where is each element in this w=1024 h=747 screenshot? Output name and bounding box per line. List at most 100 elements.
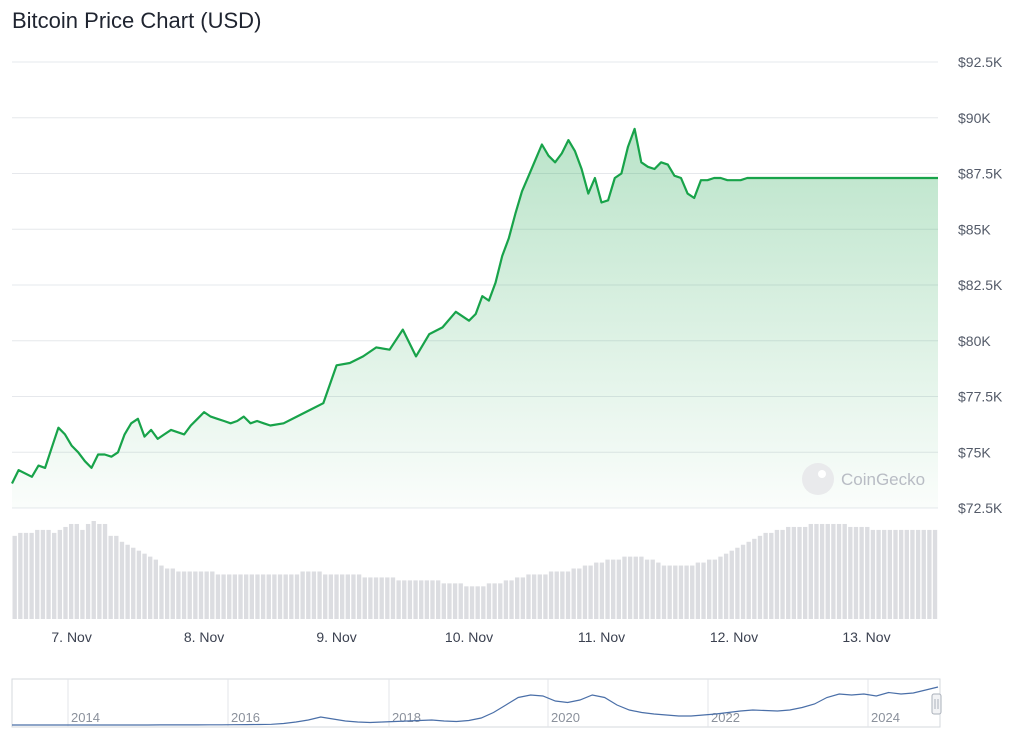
- coingecko-logo-icon: [802, 463, 834, 495]
- volume-bar: [723, 553, 729, 619]
- volume-bar: [503, 580, 509, 619]
- coingecko-logo-eye-icon: [818, 470, 826, 478]
- volume-bar: [57, 529, 63, 619]
- volume-bar: [571, 568, 576, 619]
- volume-bar: [475, 586, 480, 619]
- volume-bar: [469, 586, 475, 619]
- volume-bar: [836, 523, 842, 619]
- volume-bar: [368, 577, 373, 619]
- volume-bar: [373, 577, 379, 619]
- volume-bar: [673, 565, 678, 619]
- volume-bar: [108, 535, 113, 619]
- volume-bar: [537, 574, 542, 619]
- volume-bar: [339, 574, 345, 619]
- volume-bar: [187, 571, 192, 619]
- y-tick-label: $82.5K: [958, 277, 1003, 293]
- volume-bar: [565, 571, 571, 619]
- volume-bar: [802, 526, 808, 619]
- volume-bar: [351, 574, 356, 619]
- volume-bar: [870, 529, 876, 619]
- volume-bar: [486, 583, 492, 619]
- x-tick-label: 12. Nov: [710, 629, 758, 645]
- coingecko-watermark: CoinGecko: [802, 463, 925, 495]
- volume-bar: [452, 583, 458, 619]
- volume-bar: [390, 577, 396, 619]
- volume-bar: [35, 529, 40, 619]
- volume-bar: [238, 574, 243, 619]
- volume-bar: [543, 574, 548, 619]
- volume-bar: [684, 565, 689, 619]
- navigator-year-label: 2020: [551, 710, 580, 725]
- volume-bar: [729, 550, 734, 619]
- volume-bar: [142, 553, 147, 619]
- volume-bar: [842, 523, 847, 619]
- page-title: Bitcoin Price Chart (USD): [12, 8, 262, 33]
- price-area-fill: [12, 128, 938, 508]
- volume-bar: [520, 577, 526, 619]
- volume-bar: [910, 529, 915, 619]
- volume-bar: [74, 523, 79, 619]
- volume-bar: [639, 556, 644, 619]
- volume-bar: [18, 532, 23, 619]
- x-tick-label: 9. Nov: [316, 629, 356, 645]
- volume-bar: [611, 559, 616, 619]
- volume-bar: [153, 559, 159, 619]
- x-tick-label: 7. Nov: [51, 629, 91, 645]
- y-tick-label: $75K: [958, 444, 991, 460]
- volume-bar: [458, 583, 463, 619]
- x-tick-label: 13. Nov: [842, 629, 890, 645]
- volume-bar: [317, 571, 322, 619]
- volume-bar: [548, 571, 554, 619]
- volume-bar: [882, 529, 887, 619]
- x-tick-label: 11. Nov: [578, 629, 625, 645]
- y-tick-label: $77.5K: [958, 389, 1003, 405]
- volume-bar: [667, 565, 672, 619]
- volume-bar: [430, 580, 435, 619]
- price-line[interactable]: [11, 127, 938, 484]
- volume-bar: [447, 583, 452, 619]
- volume-bar: [588, 565, 593, 619]
- volume-bar: [701, 562, 706, 619]
- volume-bar: [577, 568, 582, 619]
- volume-bar: [424, 580, 430, 619]
- volume-bar: [622, 556, 627, 619]
- volume-bar: [707, 559, 712, 619]
- y-tick-label: $80K: [958, 333, 991, 349]
- volume-bar: [780, 529, 785, 619]
- volume-bar: [735, 547, 740, 619]
- volume-bar: [272, 574, 277, 619]
- y-tick-label: $90K: [958, 110, 991, 126]
- volume-bar: [582, 565, 588, 619]
- volume-bar: [379, 577, 384, 619]
- volume-bar: [176, 571, 181, 619]
- volume-bar: [921, 529, 926, 619]
- volume-bar: [492, 583, 497, 619]
- watermark-text: CoinGecko: [841, 470, 925, 489]
- price-area: [12, 128, 938, 508]
- volume-bar: [215, 574, 221, 619]
- volume-bar: [119, 541, 125, 619]
- navigator[interactable]: 2014 2016 2018 2020 2022 2024: [11, 678, 942, 728]
- navigator-line: [12, 686, 939, 726]
- navigator-handle[interactable]: [931, 693, 942, 715]
- volume-bar: [52, 532, 57, 619]
- volume-bar: [260, 574, 266, 619]
- y-tick-label: $87.5K: [958, 166, 1003, 182]
- volume-bar: [853, 526, 859, 619]
- volume-bar: [294, 574, 300, 619]
- y-tick-label: $92.5K: [958, 54, 1003, 70]
- volume-bar: [419, 580, 424, 619]
- price-line-group[interactable]: [11, 127, 938, 484]
- volume-bar: [616, 559, 622, 619]
- volume-bar: [68, 523, 74, 619]
- volume-bar: [323, 574, 328, 619]
- navigator-frame: [11, 678, 941, 728]
- volume-bar: [661, 565, 667, 619]
- y-tick-label: $72.5K: [958, 500, 1003, 516]
- volume-bar: [345, 574, 350, 619]
- volume-bar: [91, 521, 96, 619]
- volume-bar: [752, 538, 757, 619]
- volume-bar: [249, 574, 254, 619]
- volume-bar: [131, 547, 136, 619]
